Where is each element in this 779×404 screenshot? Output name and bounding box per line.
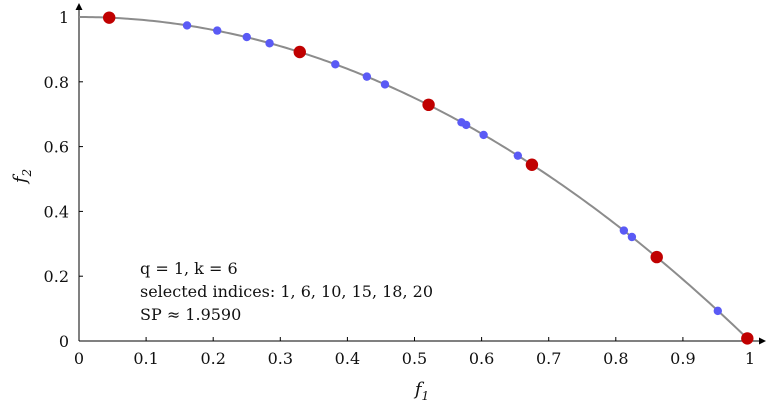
y-ticks: 0 0.2 0.4 0.6 0.8 1 [44,8,83,351]
x-tick-label: 0.7 [536,349,561,368]
x-axis-arrow [759,337,766,345]
selected-point [650,250,663,264]
selected-point [102,11,116,24]
candidate-point [331,60,340,69]
x-tick-label: 0.9 [670,349,695,368]
y-tick-label: 0.8 [44,73,69,92]
candidate-point [513,151,523,160]
x-tick-label: 0.5 [402,349,427,368]
x-tick-label: 1 [745,349,755,368]
y-tick-label: 0.4 [44,202,69,221]
y-axis-arrow [75,3,83,10]
x-tick-label: 0.8 [603,349,628,368]
candidate-point [182,21,192,30]
annotation-line-1: q = 1, k = 6 [140,259,238,278]
candidate-points [182,21,722,316]
candidate-point [380,80,390,89]
candidate-point [461,120,471,130]
x-tick-label: 0.1 [133,349,158,368]
x-tick-label: 0.3 [268,349,293,368]
candidate-point [479,130,488,140]
axes [75,3,766,345]
candidate-point [627,232,637,242]
candidate-point [713,306,722,316]
annotation-box: q = 1, k = 6 selected indices: 1, 6, 10,… [140,259,433,324]
candidate-point [213,26,222,35]
selected-point [293,45,306,59]
candidate-point [619,226,629,235]
x-tick-label: 0.4 [335,349,360,368]
annotation-line-3: SP ≈ 1.9590 [140,305,241,324]
x-tick-label: 0.2 [200,349,225,368]
y-tick-label: 0.2 [44,267,69,286]
y-tick-label: 0.6 [44,138,69,157]
candidate-point [242,32,251,42]
x-tick-label: 0 [74,349,84,368]
candidate-point [265,39,274,48]
x-axis-label: f1 [413,379,429,403]
selected-points [102,11,754,345]
x-ticks: 0 0.1 0.2 0.3 0.4 0.5 0.6 0.7 0.8 0.9 1 [74,337,755,368]
x-axis-label-subscript: 1 [422,389,430,403]
y-axis-label: f2 [10,169,34,185]
selected-point [525,158,539,171]
candidate-point [362,72,372,81]
y-tick-label: 0 [59,332,69,351]
selected-point [422,98,435,112]
selected-point [741,332,754,345]
y-tick-label: 1 [59,8,69,27]
x-tick-label: 0.6 [469,349,494,368]
data-points [102,11,754,345]
annotation-line-2: selected indices: 1, 6, 10, 15, 18, 20 [140,282,433,301]
y-axis-label-subscript: 2 [20,169,34,178]
